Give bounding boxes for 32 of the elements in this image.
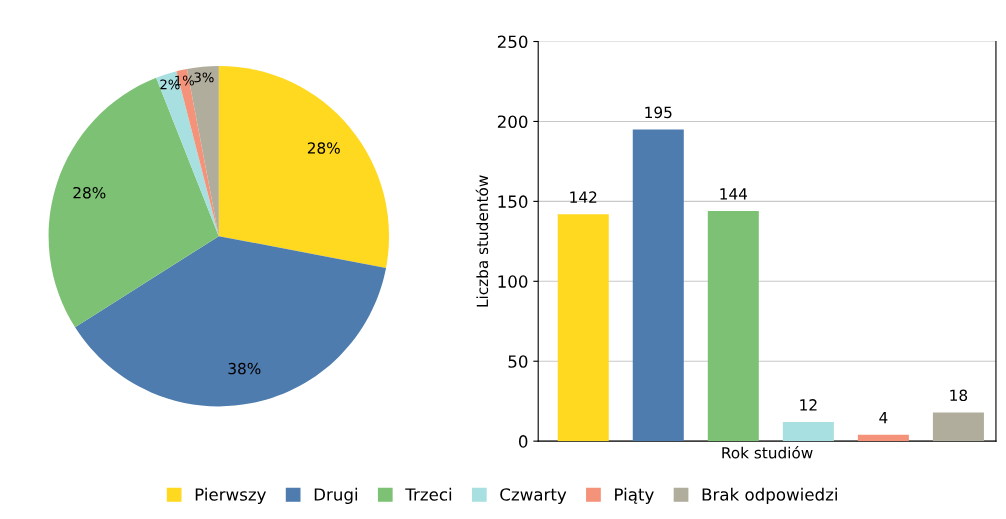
- data-label: 142: [570, 191, 597, 203]
- bar: [707, 210, 759, 442]
- data-label: 3%: [194, 72, 214, 83]
- data-label: 38%: [228, 362, 261, 375]
- bar: [782, 421, 834, 442]
- pie-slice: [75, 236, 387, 407]
- legend-label: Trzeci: [405, 487, 452, 501]
- bar: [932, 412, 984, 442]
- y-tick-label: 200: [497, 115, 528, 129]
- data-label: 18: [950, 389, 968, 402]
- bar: [857, 434, 909, 442]
- data-label: 12: [800, 399, 817, 411]
- data-label: 144: [720, 188, 748, 200]
- legend-label: Piąty: [615, 487, 654, 504]
- bar: [557, 214, 609, 442]
- data-label: 195: [645, 106, 672, 119]
- data-label: 28%: [307, 142, 340, 154]
- legend-label: Brak odpowiedzi: [702, 487, 837, 504]
- data-label: 4: [879, 412, 888, 424]
- legend-label: Czwarty: [500, 488, 567, 504]
- legend-label: Pierwszy: [195, 487, 266, 504]
- bar: [632, 129, 684, 442]
- x-axis-title: Rok studiów: [722, 446, 813, 459]
- y-tick-label: 150: [498, 195, 528, 208]
- y-tick-label: 100: [498, 275, 528, 288]
- data-label: 28%: [73, 186, 106, 199]
- legend-label: Drugi: [314, 487, 358, 504]
- y-tick-label: 250: [497, 35, 528, 49]
- y-tick-label: 50: [508, 355, 528, 368]
- y-axis-title: Liczba studentów: [475, 175, 489, 307]
- pie-slice: [218, 65, 390, 269]
- y-tick-label: 0: [518, 435, 528, 448]
